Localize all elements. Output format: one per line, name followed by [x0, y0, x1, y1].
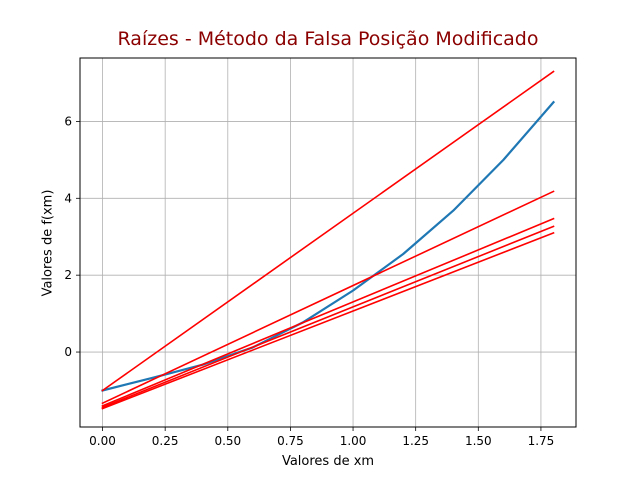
x-tick-label: 0.75 — [277, 434, 304, 448]
grid — [80, 58, 576, 427]
chart-title: Raízes - Método da Falsa Posição Modific… — [117, 28, 539, 50]
y-tick-label: 2 — [64, 268, 72, 282]
secant-line — [101, 190, 555, 405]
x-tick-label: 1.00 — [340, 434, 367, 448]
secant-line — [101, 217, 555, 407]
x-axis-label: Valores de xm — [281, 454, 375, 469]
x-tick-label: 0.00 — [89, 434, 116, 448]
x-tick-label: 1.25 — [402, 434, 429, 448]
plot-frame — [79, 57, 577, 428]
series-layer — [101, 70, 556, 410]
x-tick-label: 0.25 — [152, 434, 179, 448]
y-tick-label: 0 — [64, 345, 72, 359]
y-axis-label: Valores de f(xm) — [40, 189, 56, 297]
function-curve-line — [101, 100, 556, 392]
secant-line — [101, 225, 555, 409]
y-tick-label: 6 — [64, 114, 72, 128]
x-tick-label: 0.50 — [214, 434, 241, 448]
ticks: 0.00 0.25 0.50 0.75 1.00 1.25 1.50 1.75 0 2 4 6 — [64, 114, 554, 448]
secant-line — [101, 231, 555, 410]
secant-line — [101, 70, 555, 392]
x-tick-label: 1.75 — [528, 434, 555, 448]
x-tick-label: 1.50 — [465, 434, 492, 448]
y-tick-label: 4 — [64, 191, 72, 205]
